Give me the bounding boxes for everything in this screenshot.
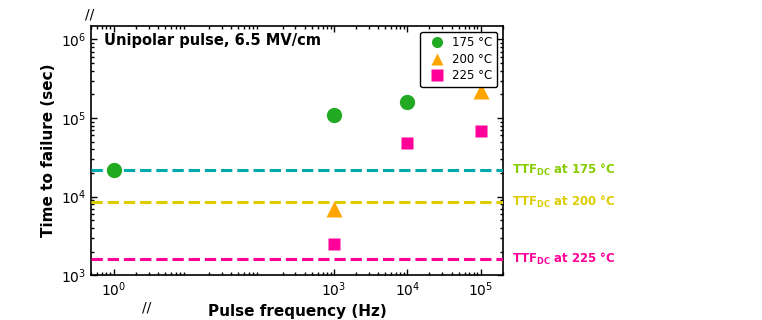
Text: //: // bbox=[142, 300, 152, 314]
X-axis label: Pulse frequency (Hz): Pulse frequency (Hz) bbox=[208, 304, 386, 319]
Text: TTF$_{\mathregular{DC}}$ at 175 °C: TTF$_{\mathregular{DC}}$ at 175 °C bbox=[512, 162, 616, 178]
Text: TTF$_{\mathregular{DC}}$ at 225 °C: TTF$_{\mathregular{DC}}$ at 225 °C bbox=[512, 251, 616, 267]
Text: //: // bbox=[85, 8, 94, 22]
Y-axis label: Time to failure (sec): Time to failure (sec) bbox=[40, 64, 56, 237]
Text: TTF$_{\mathregular{DC}}$ at 200 °C: TTF$_{\mathregular{DC}}$ at 200 °C bbox=[512, 194, 616, 210]
Text: Unipolar pulse, 6.5 MV/cm: Unipolar pulse, 6.5 MV/cm bbox=[104, 33, 321, 48]
Legend: 175 °C, 200 °C, 225 °C: 175 °C, 200 °C, 225 °C bbox=[420, 31, 497, 87]
